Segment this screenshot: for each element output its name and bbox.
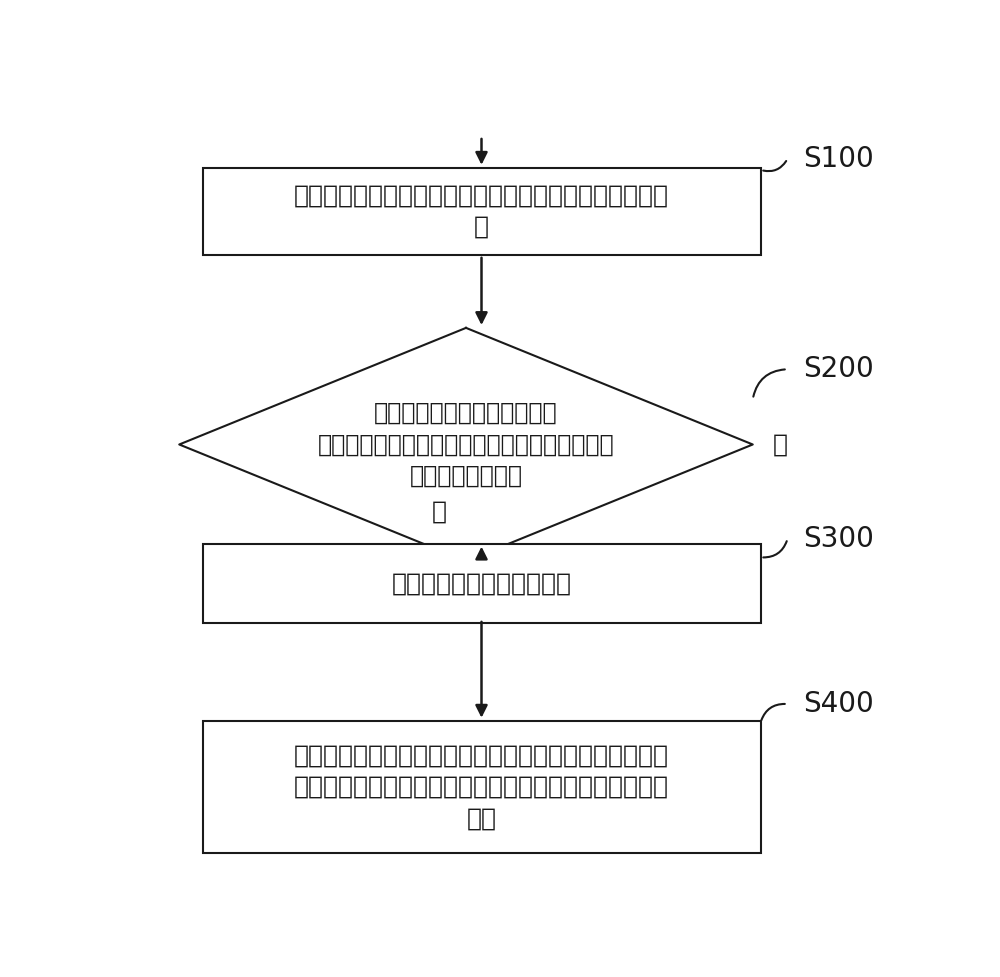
Text: 是: 是 <box>431 499 446 524</box>
Text: 判断待访问对象的多重邻域中
是否存在至少一重领域内的邻居对象的数量不小
于对应的预设阈值: 判断待访问对象的多重邻域中 是否存在至少一重领域内的邻居对象的数量不小 于对应的… <box>318 401 614 488</box>
Bar <box>203 721 761 853</box>
Text: S300: S300 <box>803 525 874 553</box>
Text: 将所述待访问对象归为一类: 将所述待访问对象归为一类 <box>392 572 572 596</box>
Bar <box>203 168 761 255</box>
Text: S100: S100 <box>803 145 874 173</box>
Text: S200: S200 <box>803 356 874 383</box>
Bar <box>203 544 761 623</box>
Text: 针对任一待访问对象，获取所述待访问对象的全部邻居对
象: 针对任一待访问对象，获取所述待访问对象的全部邻居对 象 <box>294 184 669 239</box>
Text: 否: 否 <box>772 433 787 456</box>
Text: S400: S400 <box>803 690 874 718</box>
Text: 对所述待访问对象在指定邻域内的直接密度可达的对象进
行扩展聚类，直到没有新的对象加入所述待访问对象所在
的类: 对所述待访问对象在指定邻域内的直接密度可达的对象进 行扩展聚类，直到没有新的对象… <box>294 743 669 830</box>
